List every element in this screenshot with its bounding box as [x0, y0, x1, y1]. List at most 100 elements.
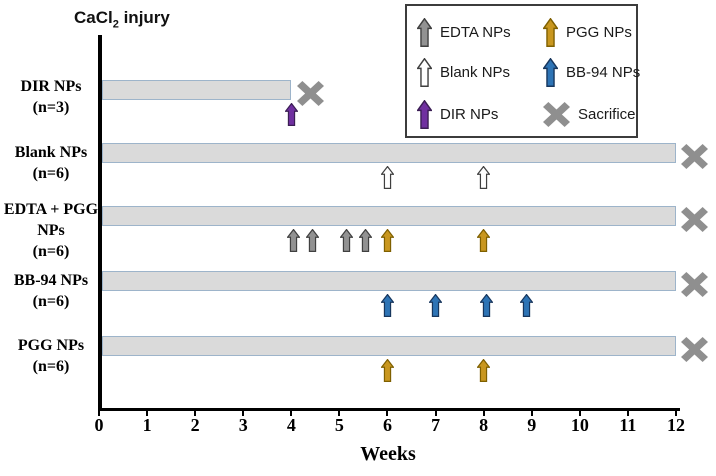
dir-nps-injection-marker [284, 103, 298, 126]
edta-nps-injection-marker [287, 229, 301, 252]
legend-marker [543, 101, 570, 127]
legend-marker [417, 17, 432, 47]
bb-94-nps-arrow-icon [429, 294, 443, 317]
axis-tick [146, 411, 149, 416]
axis-tick [626, 411, 629, 416]
legend-item-label: EDTA NPs [440, 23, 511, 41]
legend-item-label: Blank NPs [440, 63, 511, 81]
bb-94-nps-arrow-icon [520, 294, 534, 317]
title-subscript: 2 [112, 18, 119, 31]
title-prefix: CaCl [74, 8, 113, 27]
sacrifice-cross-icon [296, 80, 324, 106]
axis-tick [578, 411, 581, 416]
timeline-bar-blank-nps [102, 143, 676, 163]
axis-tick [482, 411, 485, 416]
timeline-bar-dir-nps [102, 80, 292, 100]
legend-marker [417, 99, 432, 129]
edta-nps-arrow-icon [306, 229, 320, 252]
legend-item-label: Sacrifice [578, 105, 636, 123]
row-label-line: EDTA + PGG [3, 201, 99, 218]
axis-tick-label: 3 [238, 415, 248, 435]
row-label-line: NPs [37, 222, 65, 239]
axis-tick-label: 4 [286, 415, 296, 435]
row-label-dir-nps: DIR NPs (n=3) [0, 76, 102, 118]
pgg-nps-arrow-icon [477, 359, 491, 382]
row-label-edta-pgg: EDTA + PGG NPs (n=6) [0, 199, 102, 262]
edta-nps-injection-marker [359, 229, 373, 252]
row-label-line: BB-94 NPs [13, 272, 89, 289]
edta-nps-injection-marker [340, 229, 354, 252]
figure-title: CaCl2 injury [74, 8, 170, 30]
x-axis-line [98, 408, 680, 411]
legend-item-blank-nps: Blank NPs [417, 57, 543, 87]
row-label-bb-94-nps: BB-94 NPs (n=6) [0, 270, 102, 312]
sacrifice-cross-icon [681, 271, 709, 297]
sacrifice-marker [296, 80, 324, 106]
legend-item-dir-nps: DIR NPs [417, 99, 543, 129]
timeline-bar-pgg-nps [102, 336, 676, 356]
pgg-nps-arrow-icon [380, 359, 394, 382]
legend-item-bb-94-nps: BB-94 NPs [543, 57, 641, 87]
blank-nps-injection-marker [380, 166, 394, 189]
axis-tick-label: 5 [334, 415, 344, 435]
row-label-line: (n=6) [32, 243, 70, 260]
legend-marker [417, 57, 432, 87]
blank-nps-arrow-icon [477, 166, 491, 189]
x-axis-label: Weeks [360, 443, 416, 465]
axis-tick-label: 10 [570, 415, 589, 435]
axis-tick-label: 8 [479, 415, 489, 435]
axis-tick-label: 7 [431, 415, 441, 435]
timeline-bar-edta-pgg [102, 206, 676, 226]
axis-tick [530, 411, 533, 416]
pgg-nps-injection-marker [477, 359, 491, 382]
blank-nps-injection-marker [477, 166, 491, 189]
timeline-bar-bb-94-nps [102, 271, 676, 291]
row-label-line: (n=6) [32, 293, 70, 310]
edta-nps-arrow-icon [340, 229, 354, 252]
y-axis-line [98, 35, 102, 411]
blank-nps-arrow-icon [380, 166, 394, 189]
sacrifice-marker [681, 143, 709, 169]
axis-tick-label: 0 [94, 415, 104, 435]
axis-tick-label: 1 [142, 415, 152, 435]
legend-marker [543, 57, 558, 87]
bb-94-nps-injection-marker [380, 294, 394, 317]
bb-94-nps-injection-marker [429, 294, 443, 317]
legend-item-label: BB-94 NPs [566, 63, 641, 81]
row-label-line: (n=6) [32, 165, 70, 182]
legend-item-sacrifice: Sacrifice [543, 101, 640, 127]
sacrifice-marker [681, 206, 709, 232]
pgg-nps-arrow-icon [543, 17, 558, 47]
sacrifice-cross-icon [543, 101, 570, 127]
dir-nps-arrow-icon [417, 99, 432, 129]
legend-marker [543, 17, 558, 47]
row-label-pgg-nps: PGG NPs (n=6) [0, 335, 102, 377]
legend-item-label: DIR NPs [440, 105, 499, 123]
axis-tick [386, 411, 389, 416]
edta-nps-arrow-icon [287, 229, 301, 252]
row-label-line: (n=6) [32, 358, 70, 375]
edta-nps-injection-marker [306, 229, 320, 252]
bb-94-nps-arrow-icon [543, 57, 558, 87]
edta-nps-arrow-icon [359, 229, 373, 252]
row-label-blank-nps: Blank NPs (n=6) [0, 142, 102, 184]
bb-94-nps-arrow-icon [479, 294, 493, 317]
sacrifice-marker [681, 271, 709, 297]
bb-94-nps-injection-marker [520, 294, 534, 317]
row-label-line: Blank NPs [14, 144, 88, 161]
dir-nps-arrow-icon [284, 103, 298, 126]
pgg-nps-injection-marker [477, 229, 491, 252]
axis-tick [338, 411, 341, 416]
axis-tick [434, 411, 437, 416]
axis-tick-label: 6 [382, 415, 392, 435]
edta-nps-arrow-icon [417, 17, 432, 47]
axis-tick [242, 411, 245, 416]
pgg-nps-arrow-icon [477, 229, 491, 252]
bb-94-nps-injection-marker [479, 294, 493, 317]
axis-tick [194, 411, 197, 416]
axis-tick [290, 411, 293, 416]
axis-tick [674, 411, 677, 416]
sacrifice-cross-icon [681, 206, 709, 232]
pgg-nps-injection-marker [380, 359, 394, 382]
